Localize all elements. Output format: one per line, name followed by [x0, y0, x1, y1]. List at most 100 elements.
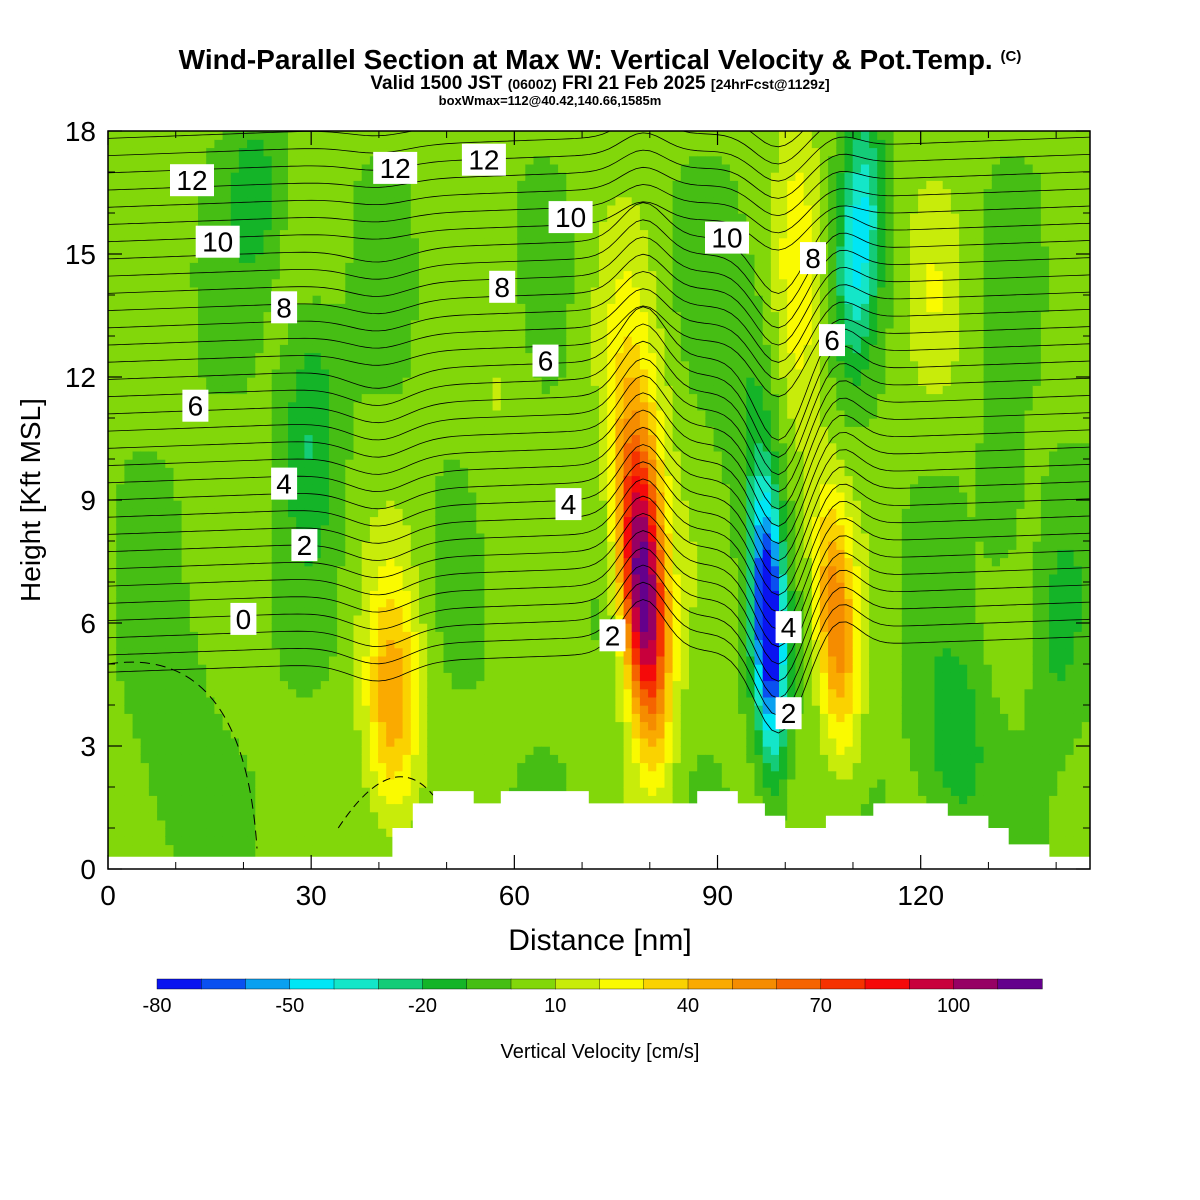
w-field-cell: [353, 795, 363, 805]
w-field-cell: [378, 746, 387, 755]
w-field-cell: [549, 229, 559, 239]
w-field-cell: [320, 155, 330, 165]
w-field-cell: [378, 270, 387, 280]
w-field-cell: [541, 155, 551, 165]
w-field-cell: [394, 819, 404, 829]
w-field-cell: [451, 377, 461, 386]
w-field-cell: [345, 303, 355, 313]
w-field-cell: [132, 729, 142, 739]
w-field-cell: [255, 295, 265, 304]
w-field-cell: [165, 737, 175, 747]
w-field-cell: [361, 828, 371, 837]
w-field-cell: [279, 516, 289, 526]
w-field-cell: [517, 409, 527, 419]
w-field-cell: [230, 795, 240, 805]
w-field-cell: [549, 655, 559, 665]
w-field-cell: [419, 737, 428, 747]
w-field-cell: [140, 163, 150, 173]
w-field-cell: [312, 491, 322, 501]
w-field-cell: [157, 295, 166, 304]
w-field-cell: [165, 532, 175, 542]
w-field-cell: [533, 647, 543, 657]
w-field-cell: [386, 696, 396, 706]
w-field-cell: [165, 295, 175, 304]
w-field-cell: [132, 450, 142, 460]
w-field-cell: [222, 418, 232, 427]
w-field-cell: [189, 713, 199, 723]
w-field-cell: [148, 377, 158, 386]
w-field-cell: [525, 508, 535, 518]
w-field-cell: [427, 778, 437, 788]
w-field-cell: [304, 483, 314, 493]
w-field-cell: [378, 434, 387, 444]
w-field-cell: [427, 401, 437, 411]
w-field-cell: [492, 245, 502, 255]
w-field-cell: [132, 672, 142, 682]
w-field-cell: [148, 655, 158, 665]
w-field-cell: [320, 598, 330, 608]
w-field-cell: [476, 450, 486, 460]
w-field-cell: [541, 278, 551, 288]
w-field-cell: [181, 696, 191, 706]
w-field-cell: [435, 237, 445, 247]
w-field-cell: [230, 327, 240, 337]
w-field-cell: [558, 664, 567, 673]
w-field-cell: [189, 426, 199, 436]
w-field-cell: [238, 213, 248, 222]
w-field-cell: [369, 508, 379, 518]
w-field-cell: [329, 762, 338, 772]
w-field-cell: [124, 385, 134, 395]
w-field-cell: [271, 131, 281, 140]
w-field-cell: [230, 434, 240, 444]
w-field-cell: [492, 319, 502, 329]
w-field-cell: [214, 139, 224, 149]
w-field-cell: [459, 188, 469, 198]
w-field-cell: [288, 614, 297, 624]
w-field-cell: [116, 172, 126, 181]
w-field-cell: [558, 746, 567, 755]
w-field-cell: [165, 245, 175, 255]
w-field-cell: [369, 467, 379, 477]
w-field-cell: [263, 803, 273, 813]
w-field-cell: [263, 155, 273, 165]
w-field-cell: [427, 713, 437, 723]
w-field-cell: [525, 696, 535, 706]
w-field-cell: [427, 286, 437, 296]
w-field-cell: [459, 598, 469, 608]
w-field-cell: [468, 270, 477, 280]
w-field-cell: [509, 582, 518, 591]
w-field-cell: [345, 245, 355, 255]
w-field-cell: [206, 778, 216, 788]
w-field-cell: [369, 688, 379, 698]
w-field-cell: [500, 770, 510, 780]
w-field-cell: [247, 532, 256, 542]
w-field-cell: [214, 787, 224, 796]
w-field-cell: [500, 303, 510, 313]
w-field-cell: [337, 819, 346, 829]
w-field-cell: [549, 155, 559, 165]
w-field-cell: [140, 713, 150, 723]
w-field-cell: [173, 762, 183, 772]
w-field-cell: [124, 377, 134, 386]
w-field-cell: [361, 696, 371, 706]
w-field-cell: [312, 680, 322, 690]
w-field-cell: [230, 713, 240, 723]
w-field-cell: [157, 245, 166, 255]
w-field-cell: [173, 672, 183, 682]
w-field-cell: [108, 696, 117, 706]
w-field-cell: [484, 737, 494, 747]
w-field-cell: [517, 434, 527, 444]
w-field-cell: [181, 196, 191, 206]
w-field-cell: [378, 770, 387, 780]
w-field-cell: [271, 795, 281, 805]
w-field-cell: [337, 196, 346, 206]
w-field-cell: [132, 229, 142, 239]
w-field-cell: [140, 295, 150, 304]
w-field-cell: [394, 303, 404, 313]
w-field-cell: [337, 204, 346, 214]
w-field-cell: [419, 172, 428, 181]
w-field-cell: [198, 680, 207, 690]
w-field-cell: [549, 385, 559, 395]
w-field-cell: [288, 688, 297, 698]
w-field-cell: [402, 746, 412, 755]
